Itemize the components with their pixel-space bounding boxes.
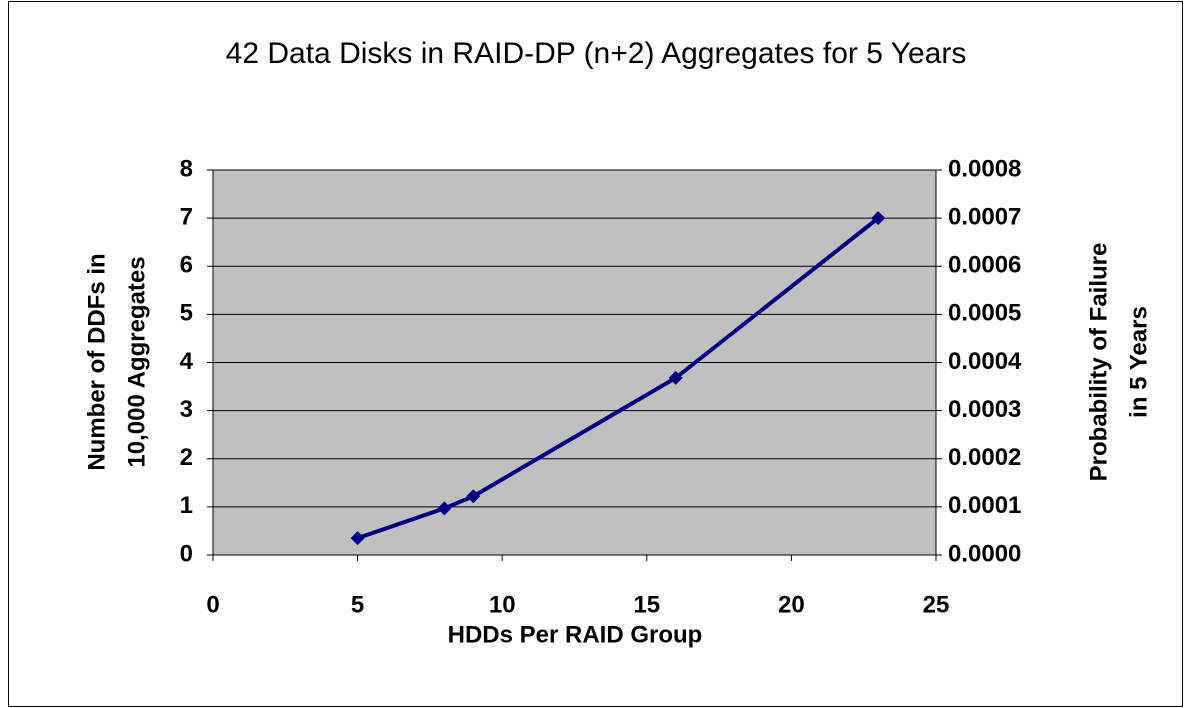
x-tick-label: 15 — [633, 591, 660, 618]
x-axis-label: HDDs Per RAID Group — [448, 621, 703, 648]
y2-tick-label: 0.0006 — [948, 252, 1021, 279]
data-point — [871, 211, 886, 226]
y-tick-label: 4 — [180, 348, 194, 375]
y-axis-label: 10,000 Aggregates — [123, 256, 150, 467]
y-tick-label: 7 — [180, 203, 193, 230]
y2-tick-label: 0.0001 — [948, 492, 1021, 519]
y2-axis-label: Probability of Failure — [1085, 243, 1112, 482]
x-tick-label: 25 — [923, 591, 950, 618]
y-tick-label: 0 — [180, 540, 193, 567]
y-tick-label: 6 — [180, 252, 193, 279]
data-point — [466, 489, 481, 504]
chart-title: 42 Data Disks in RAID-DP (n+2) Aggregate… — [226, 37, 967, 70]
data-point — [668, 370, 683, 385]
y-tick-label: 1 — [180, 492, 193, 519]
y2-tick-label: 0.0000 — [948, 540, 1021, 567]
x-tick-label: 5 — [351, 591, 364, 618]
y2-tick-label: 0.0008 — [948, 155, 1021, 182]
y-tick-label: 5 — [180, 300, 193, 327]
x-tick-label: 10 — [489, 591, 516, 618]
data-point — [437, 501, 452, 516]
data-point — [350, 531, 365, 546]
y-tick-label: 2 — [180, 444, 193, 471]
y2-tick-label: 0.0004 — [948, 348, 1022, 375]
y-tick-label: 8 — [180, 155, 193, 182]
y2-axis-label: in 5 Years — [1125, 306, 1152, 418]
y2-tick-label: 0.0003 — [948, 396, 1021, 423]
x-tick-label: 0 — [206, 591, 219, 618]
y2-tick-label: 0.0005 — [948, 300, 1021, 327]
y2-tick-label: 0.0002 — [948, 444, 1021, 471]
y-axis-label: Number of DDFs in — [83, 253, 110, 470]
y2-tick-label: 0.0007 — [948, 203, 1021, 230]
x-tick-label: 20 — [778, 591, 805, 618]
y-tick-label: 3 — [180, 396, 193, 423]
